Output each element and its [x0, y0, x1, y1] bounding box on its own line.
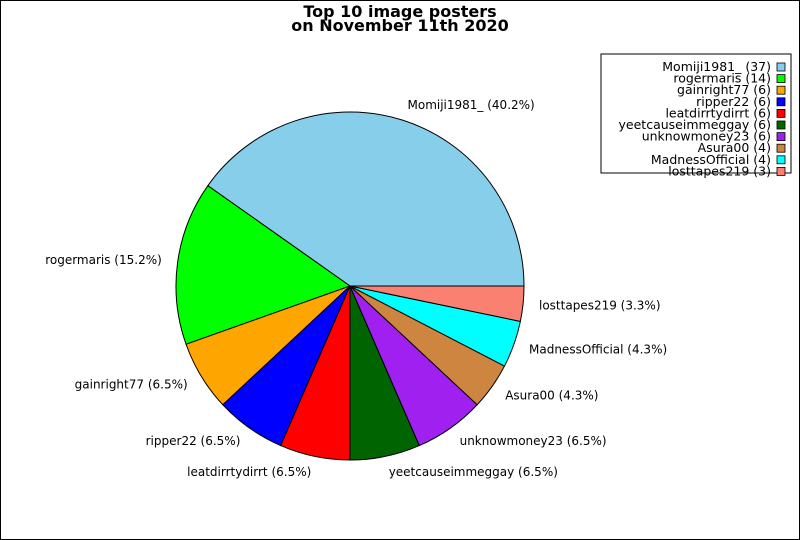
legend-entry-label: unknowmoney23 (6) — [642, 129, 771, 144]
slice-label: Asura00 (4.3%) — [505, 389, 598, 403]
slice-label: leatdirrtydirrt (6.5%) — [187, 465, 311, 479]
pie-slices — [175, 111, 525, 461]
slice-label: rogermaris (15.2%) — [45, 253, 162, 267]
legend-swatch — [776, 143, 786, 153]
slice-label: ripper22 (6.5%) — [146, 434, 241, 448]
legend-swatch — [776, 109, 786, 118]
pie-labels: Momiji1981_ (40.2%) rogermaris (15.2%) gai… — [45, 98, 667, 479]
legend-swatch — [776, 120, 786, 130]
pie-slice-momiji1981 — [207, 111, 525, 287]
legend-box — [600, 53, 792, 174]
slice-label: unknowmoney23 (6.5%) — [460, 434, 607, 448]
pie-slice-losttapes219 — [349, 285, 525, 322]
slice-label: yeetcauseimmeggay (6.5%) — [389, 465, 558, 479]
legend-entry-label: ripper22 (6) — [696, 94, 771, 109]
legend: Momiji1981_ (37)rogermaris (14)gainright… — [600, 53, 792, 178]
slice-label: Momiji1981_ (40.2%) — [408, 98, 535, 112]
legend-swatch — [776, 166, 786, 176]
legend-swatch — [776, 97, 786, 107]
slice-label: losttapes219 (3.3%) — [539, 298, 661, 312]
legend-entry-label: losttapes219 (3) — [668, 163, 771, 178]
chart-title-line-2: on November 11th 2020 — [291, 16, 508, 35]
legend-entry-label: yeetcauseimmeggay (6) — [619, 117, 771, 132]
legend-entry-label: gainright77 (6) — [677, 82, 771, 97]
legend-entry-label: leatdirrtydirrt (6) — [665, 105, 771, 120]
legend-swatch — [776, 62, 786, 72]
legend-entry-label: MadnessOfficial (4) — [651, 152, 771, 167]
slice-label: MadnessOfficial (4.3%) — [529, 343, 667, 357]
chart-title-line-1: Top 10 image posters — [303, 2, 496, 21]
legend-swatch — [776, 74, 786, 83]
legend-entry-label: Momiji1981_ (37) — [662, 59, 771, 74]
slice-label: gainright77 (6.5%) — [75, 378, 188, 392]
legend-swatch — [776, 155, 786, 165]
legend-entry-label: rogermaris (14) — [673, 71, 771, 86]
pie-slice-rogermaris — [175, 184, 352, 345]
legend-swatch — [776, 132, 786, 142]
legend-swatch — [776, 85, 786, 95]
legend-entry-label: Asura00 (4) — [698, 140, 771, 155]
